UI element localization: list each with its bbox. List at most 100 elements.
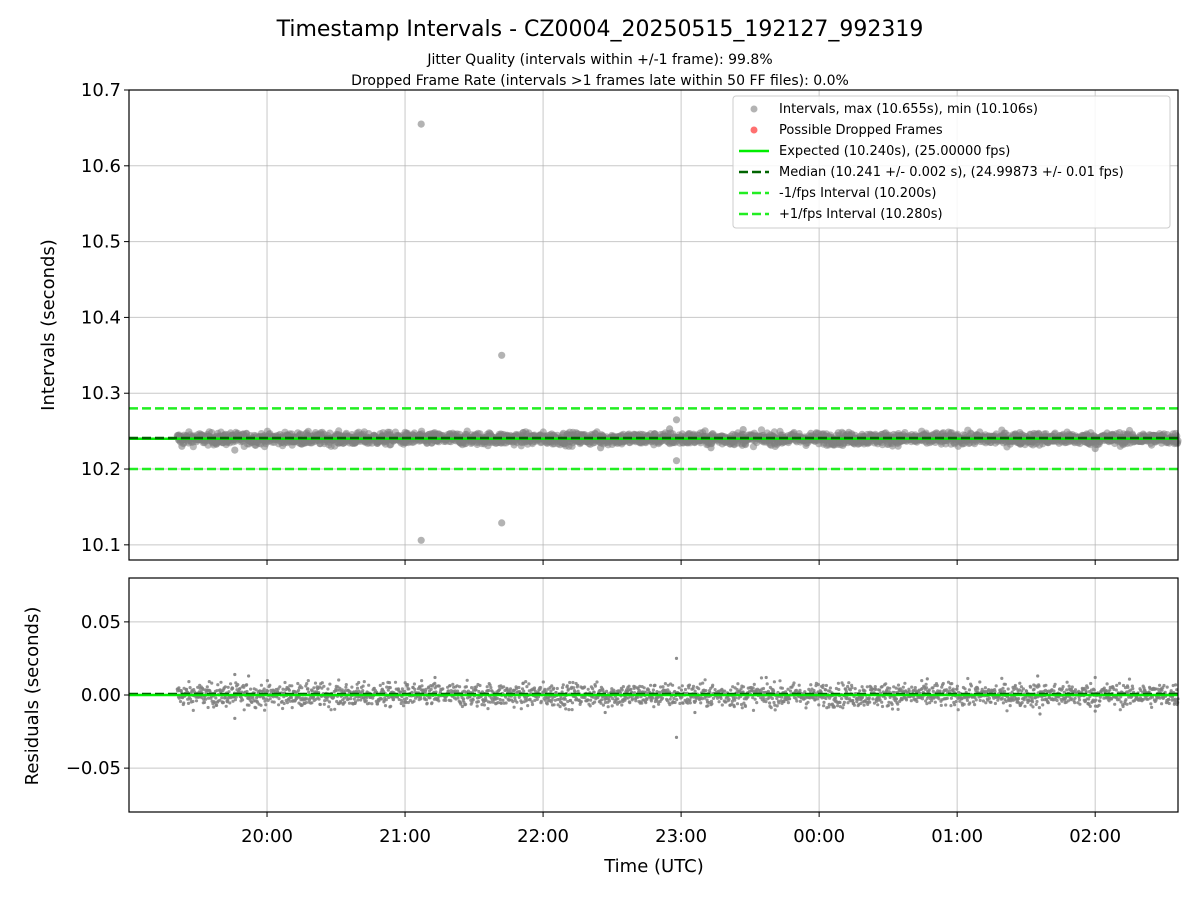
intervals-y-axis-label: Intervals (seconds) <box>38 239 59 411</box>
residual-point <box>357 680 361 685</box>
residual-point <box>679 688 684 692</box>
residual-point <box>755 701 759 705</box>
residual-point <box>393 680 398 684</box>
residual-point <box>1077 698 1082 702</box>
residual-point <box>1073 688 1078 692</box>
residual-point <box>567 708 571 712</box>
residual-point <box>704 689 708 693</box>
residual-point <box>687 686 691 690</box>
residual-point <box>853 687 857 691</box>
residual-point <box>717 700 721 704</box>
residual-point <box>901 685 905 689</box>
residual-point <box>743 704 748 709</box>
residual-point <box>188 697 193 701</box>
residual-point <box>903 681 907 685</box>
residual-point <box>607 699 612 703</box>
residual-point <box>504 701 508 705</box>
residual-point <box>621 685 626 689</box>
residual-point <box>223 685 227 689</box>
residual-point <box>649 699 654 703</box>
interval-point <box>701 427 709 435</box>
interval-outlier-point <box>666 425 674 433</box>
residual-point <box>832 705 837 709</box>
residual-point <box>735 702 740 706</box>
residual-point <box>268 697 272 701</box>
residual-point <box>289 696 293 700</box>
residual-point <box>563 702 567 707</box>
legend-label-dropped: Possible Dropped Frames <box>779 123 943 138</box>
residual-point <box>281 687 285 691</box>
residual-point <box>657 702 661 706</box>
residual-point <box>809 683 813 687</box>
residual-point <box>188 686 192 690</box>
residual-point <box>1115 683 1119 688</box>
residual-point <box>310 689 314 693</box>
residual-point <box>860 695 865 700</box>
residual-point <box>968 701 972 705</box>
residual-point <box>290 684 294 688</box>
residual-point <box>860 685 864 689</box>
residual-point <box>697 687 701 691</box>
residual-point <box>778 679 782 683</box>
residual-point <box>1001 701 1006 705</box>
residual-point <box>318 702 322 707</box>
residual-point <box>312 686 316 690</box>
residual-point <box>579 700 583 704</box>
residual-point <box>963 687 967 691</box>
residual-point <box>327 705 331 709</box>
residual-point <box>969 684 974 688</box>
residual-point <box>517 685 521 690</box>
residual-point <box>1005 709 1009 713</box>
residual-point <box>701 681 705 685</box>
residual-point <box>528 697 532 701</box>
residual-point <box>634 699 638 703</box>
residual-point <box>751 686 755 690</box>
residual-point <box>502 685 506 689</box>
residual-point <box>983 686 988 690</box>
residual-point <box>296 681 300 686</box>
residual-point <box>191 708 195 713</box>
residual-point <box>281 706 285 711</box>
residual-point <box>732 705 736 709</box>
residual-point <box>878 688 882 692</box>
residual-point <box>798 699 803 704</box>
residual-point <box>772 680 777 684</box>
residual-point <box>444 698 448 703</box>
residual-point <box>350 685 354 689</box>
residual-point <box>204 697 208 701</box>
residual-point <box>949 696 954 700</box>
residual-point <box>177 686 181 690</box>
residual-point <box>761 686 766 691</box>
residual-point <box>558 705 562 709</box>
residual-point <box>214 696 218 700</box>
residual-point <box>612 688 616 692</box>
residual-point <box>306 687 310 691</box>
residual-point <box>683 687 688 692</box>
residual-point <box>515 700 519 704</box>
residual-point <box>277 697 281 701</box>
residual-point <box>978 698 982 703</box>
residual-point <box>476 700 480 704</box>
residual-point <box>675 698 679 702</box>
residual-point <box>451 682 455 686</box>
residual-point <box>951 687 956 691</box>
residual-point <box>663 682 668 686</box>
residual-point <box>178 699 183 704</box>
residual-point <box>1098 699 1102 703</box>
residual-point <box>412 682 416 686</box>
residual-point <box>1032 687 1036 691</box>
residual-point <box>259 683 263 687</box>
residual-point <box>337 678 341 682</box>
residual-point <box>430 701 434 705</box>
residual-point <box>287 688 291 692</box>
residual-point <box>419 697 423 701</box>
residual-point <box>526 704 530 708</box>
residual-point <box>824 688 828 692</box>
residual-point <box>1031 700 1035 704</box>
residual-point <box>924 686 929 690</box>
residual-point <box>927 688 931 692</box>
residual-point <box>1105 682 1109 686</box>
residual-point <box>888 686 892 690</box>
residual-point <box>205 685 209 689</box>
residual-point <box>851 699 855 703</box>
